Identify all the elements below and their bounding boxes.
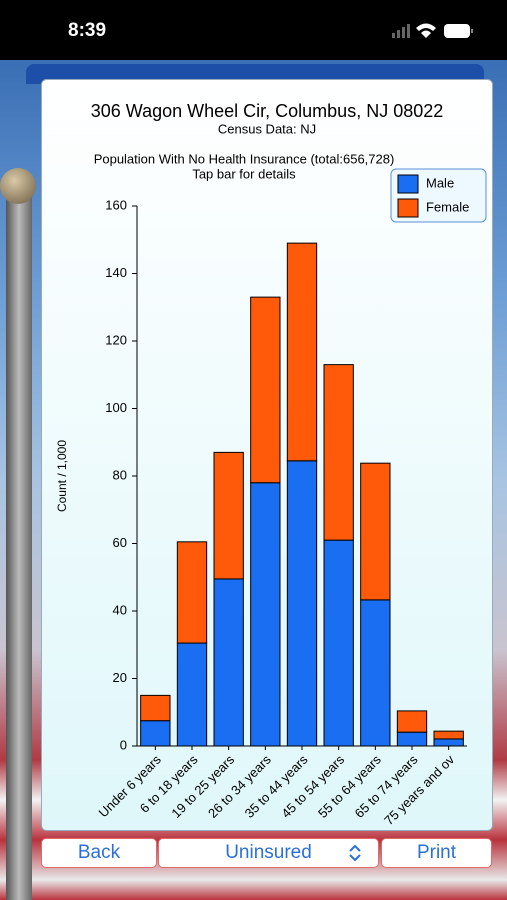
legend-label: Male (426, 175, 454, 190)
legend-label: Female (426, 199, 469, 214)
bar-segment (140, 694, 171, 722)
bar-segment (323, 364, 354, 541)
bar-segment (176, 541, 208, 644)
bar-segment (396, 710, 428, 733)
bar-segment (286, 242, 318, 462)
y-tick-label: 60 (113, 535, 127, 550)
subtitle: Census Data: NJ (218, 121, 316, 136)
bar-segment (323, 539, 354, 747)
pole-top (0, 168, 36, 204)
bar-segment (433, 730, 464, 740)
bar-segment (250, 482, 281, 747)
y-tick-label: 160 (105, 197, 127, 212)
legend-swatch (397, 174, 419, 194)
pole (6, 190, 32, 900)
y-axis-label: Count / 1,000 (55, 440, 69, 512)
y-tick-label: 20 (113, 670, 127, 685)
chevrons (349, 844, 361, 862)
bar-segment (360, 599, 391, 747)
hint: Tap bar for details (192, 166, 296, 181)
bar-segment (140, 720, 171, 747)
bar-segment (213, 578, 244, 747)
y-tick-label: 80 (113, 467, 127, 482)
chart-subtitle: Population With No Health Insurance (tot… (94, 151, 395, 166)
bar-segment (286, 460, 318, 747)
bar-segment (433, 738, 464, 747)
y-tick-label: 120 (105, 332, 127, 347)
time: 8:39 (68, 20, 107, 41)
y-tick-label: 140 (105, 265, 127, 280)
y-tick-label: 100 (105, 400, 127, 415)
bar-segment (250, 296, 281, 484)
back-button[interactable]: Back (41, 838, 157, 868)
selector-button[interactable]: Uninsured (158, 838, 379, 868)
y-tick-label: 40 (113, 602, 127, 617)
chart: 306 Wagon Wheel Cir, Columbus, NJ 08022 … (41, 79, 493, 831)
bar-segment (213, 451, 244, 580)
bar-segment (176, 642, 208, 747)
bar-segment (396, 731, 428, 747)
chart-title: 306 Wagon Wheel Cir, Columbus, NJ 08022 (91, 101, 444, 121)
status-icons (392, 23, 473, 38)
y-tick-label: 0 (120, 737, 127, 752)
bar-segment (360, 462, 391, 601)
selector-label: Uninsured (225, 842, 312, 863)
legend-swatch (397, 198, 419, 218)
print-button[interactable]: Print (381, 838, 492, 868)
